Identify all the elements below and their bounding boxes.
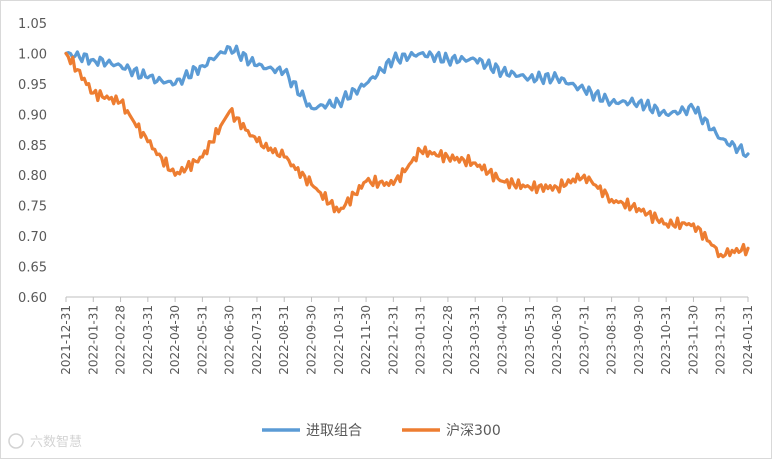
x-tick-label: 2023-06-30 — [550, 305, 564, 375]
watermark-text: 六数智慧 — [30, 434, 82, 450]
x-axis: 2021-12-31 2022-01-31 2022-02-28 2022-03-31… — [59, 296, 755, 375]
legend-label: 进取组合 — [306, 423, 362, 439]
y-axis: 0.60 0.65 0.70 0.75 0.80 0.85 0.90 0.95 1.00 1.05 — [18, 17, 47, 306]
y-tick-label: 0.60 — [18, 291, 47, 306]
x-tick-label: 2022-05-31 — [195, 305, 209, 375]
x-tick-label: 2022-08-31 — [277, 305, 291, 375]
y-tick-label: 1.00 — [18, 47, 47, 62]
x-tick-label: 2022-10-31 — [332, 305, 346, 375]
x-tick-label: 2023-01-31 — [414, 305, 428, 375]
x-tick-label: 2023-09-30 — [632, 305, 646, 375]
y-tick-label: 0.80 — [18, 169, 47, 184]
x-tick-label: 2022-11-30 — [359, 305, 373, 375]
x-tick-label: 2023-08-31 — [605, 305, 619, 375]
legend: 进取组合 沪深300 — [262, 423, 501, 439]
x-tick-label: 2022-09-30 — [305, 305, 319, 375]
x-tick-label: 2022-01-31 — [86, 305, 100, 375]
x-tick-label: 2022-04-30 — [168, 305, 182, 375]
series-layer — [64, 44, 750, 259]
x-tick-label: 2023-03-31 — [468, 305, 482, 375]
x-tick-label: 2023-11-30 — [686, 305, 700, 375]
x-tick-label: 2022-02-28 — [114, 305, 128, 375]
y-tick-label: 1.05 — [18, 17, 47, 32]
y-tick-label: 0.95 — [18, 78, 47, 93]
y-tick-label: 0.65 — [18, 261, 47, 276]
y-tick-label: 0.85 — [18, 139, 47, 154]
watermark: 六数智慧 — [8, 433, 82, 450]
x-tick-label: 2022-07-31 — [250, 305, 264, 375]
x-tick-label: 2023-04-30 — [495, 305, 509, 375]
x-tick-label: 2024-01-31 — [741, 305, 755, 375]
x-tick-label: 2023-10-31 — [659, 305, 673, 375]
x-tick-label: 2023-12-31 — [714, 305, 728, 375]
series-line — [64, 51, 750, 259]
x-tick-label: 2021-12-31 — [59, 305, 73, 375]
series-line — [64, 44, 750, 159]
y-tick-label: 0.75 — [18, 200, 47, 215]
x-tick-label: 2022-03-31 — [141, 305, 155, 375]
x-tick-label: 2023-07-31 — [577, 305, 591, 375]
legend-label: 沪深300 — [446, 423, 501, 439]
x-tick-label: 2022-12-31 — [386, 305, 400, 375]
x-tick-label: 2023-05-31 — [523, 305, 537, 375]
x-tick-label: 2023-02-28 — [441, 305, 455, 375]
x-tick-label: 2022-06-30 — [223, 305, 237, 375]
y-tick-label: 0.70 — [18, 230, 47, 245]
watermark-logo-icon — [8, 433, 24, 449]
y-tick-label: 0.90 — [18, 108, 47, 123]
